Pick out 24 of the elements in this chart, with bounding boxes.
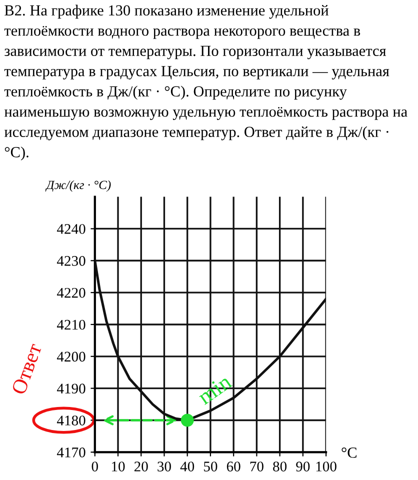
y-tick-label: 4240 — [56, 224, 86, 234]
y-tick-label: 4180 — [56, 416, 86, 426]
x-tick-label: 60 — [226, 462, 240, 472]
y-tick-label: 4190 — [56, 384, 86, 394]
x-tick-label: 70 — [250, 462, 264, 472]
x-tick-label: 90 — [296, 462, 310, 472]
chart-title: B2. На графике 130 показано изменение удельной теплоёмкости водного раствора некоторого вещества в зависимости от температуры. По горизонтали указывается температура в градусах Цельсия, по вертикали — удельная теплоёмкость в Дж/(кг · °C). Определите по рисунку наименьшую возможную удельную теплоёмкость раствора на исследуемом диапазоне температур. Ответ дайте в Дж/(кг · °C). — [4, 4, 408, 160]
x-tick-label: 0 — [92, 462, 98, 472]
y-tick-label: 4220 — [56, 288, 86, 298]
x-tick-label: 80 — [273, 462, 287, 472]
x-tick-label: 100 — [316, 462, 336, 472]
y-tick-label: 4170 — [56, 448, 86, 458]
text: Ответ — [11, 342, 42, 396]
x-axis-title: °C — [342, 447, 356, 458]
y-tick-label: 4200 — [56, 352, 86, 362]
x-tick-label: 30 — [158, 462, 171, 472]
y-tick-label: 4210 — [56, 320, 86, 330]
y-axis-title: Дж/(кг · °C) — [45, 180, 111, 192]
x-tick-label: 50 — [204, 462, 218, 472]
annotation: min — [196, 374, 233, 405]
y-tick-label: 4230 — [56, 256, 86, 266]
x-tick-label: 10 — [112, 462, 125, 472]
x-tick-label: 20 — [134, 462, 148, 472]
x-tick-label: 40 — [180, 462, 194, 472]
